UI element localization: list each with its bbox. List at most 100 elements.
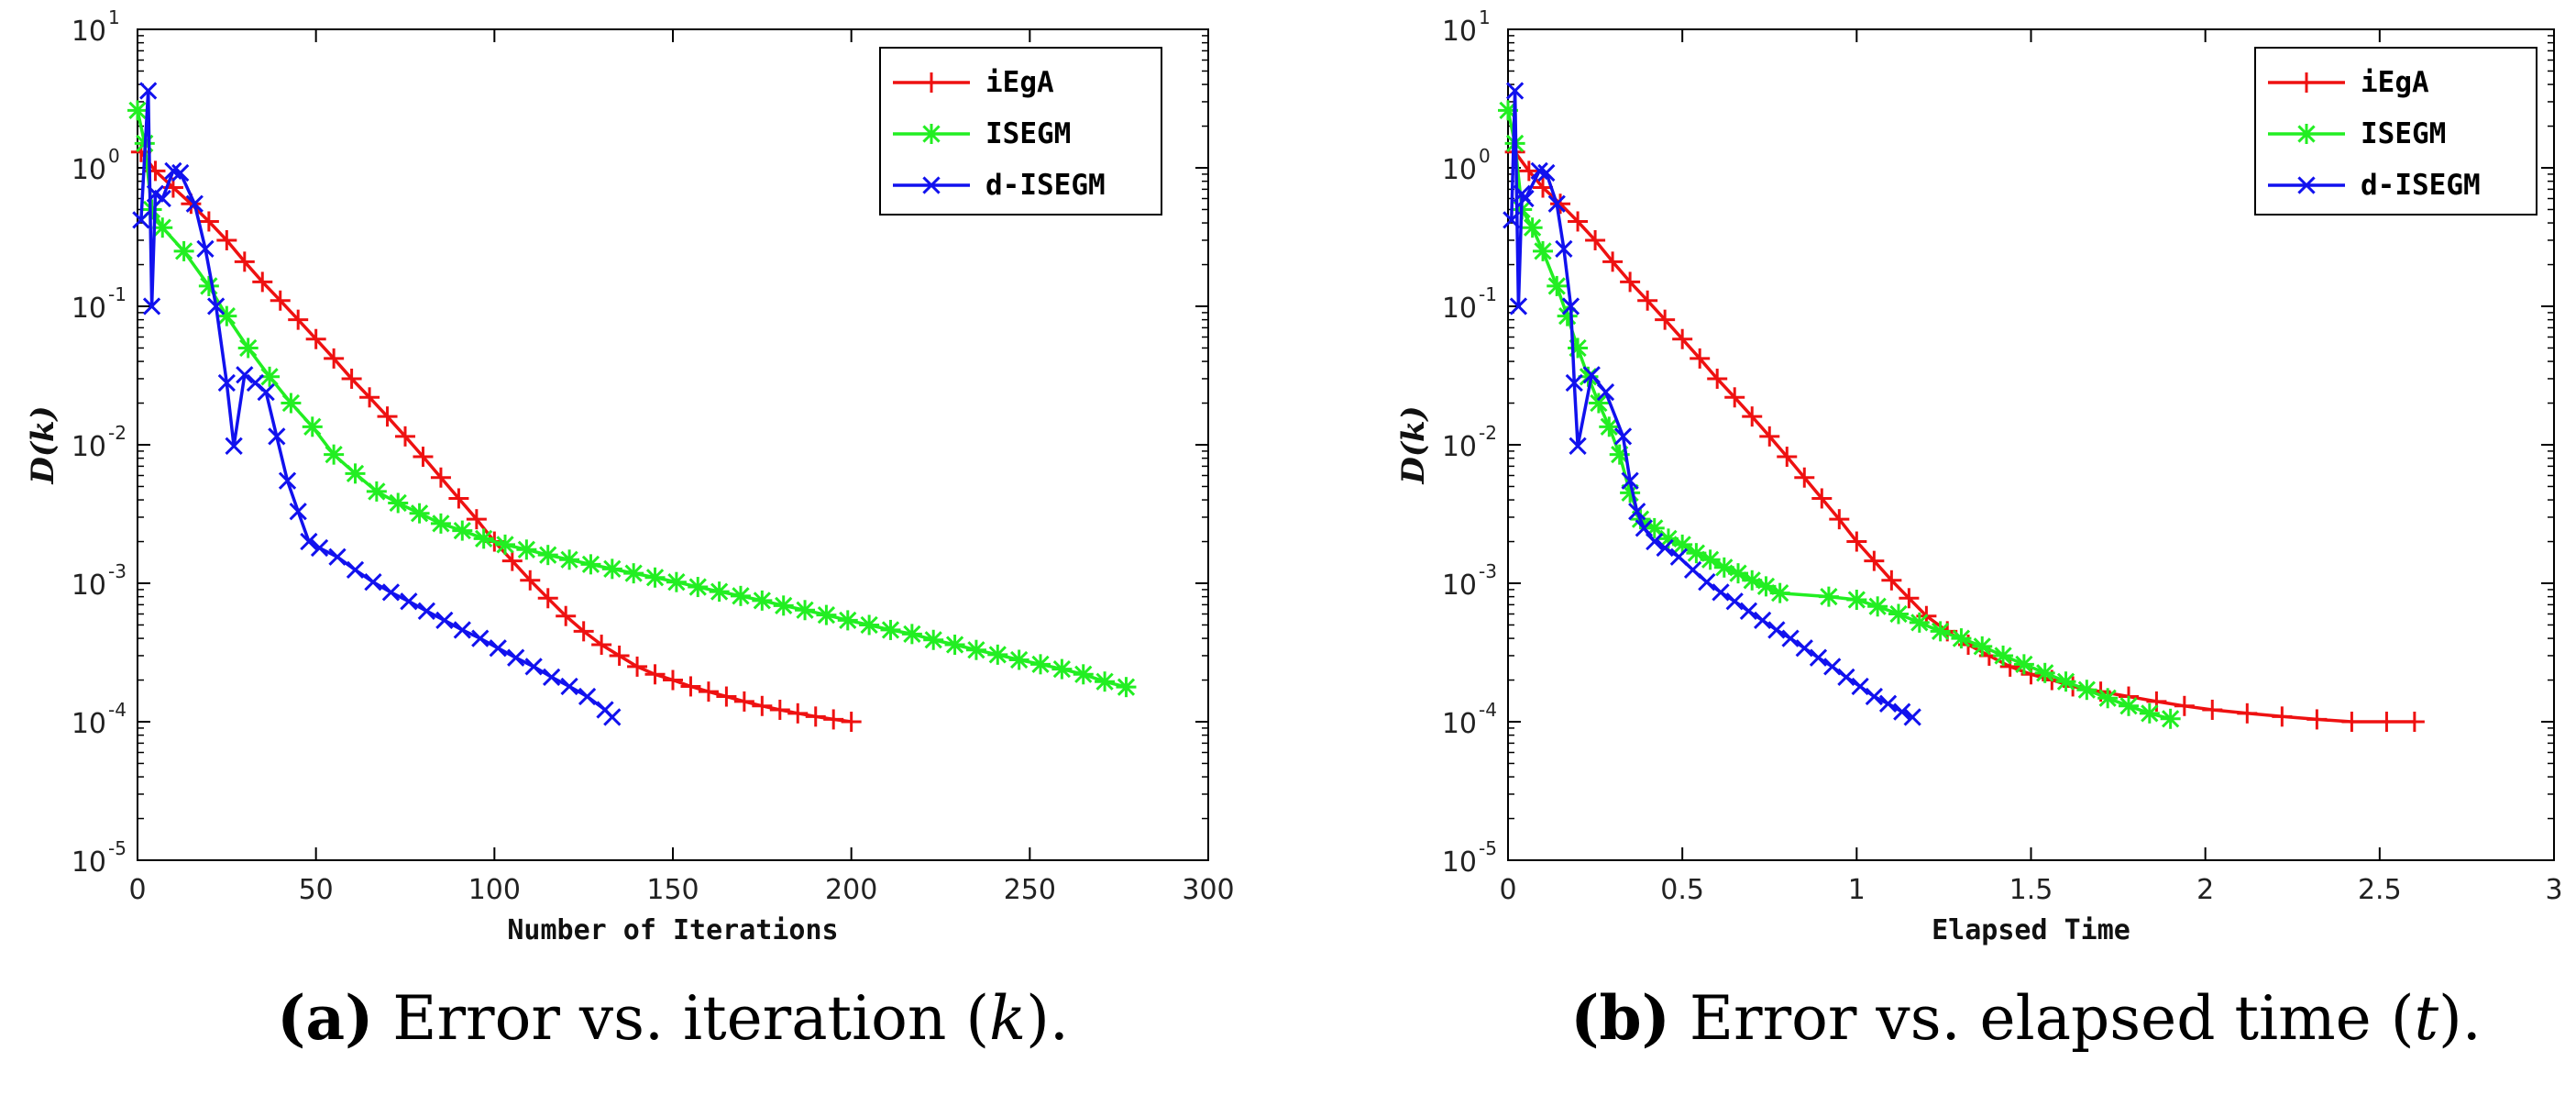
data-point-marker xyxy=(663,669,683,691)
caption-text: Error vs. iteration ( xyxy=(373,983,989,1054)
data-point-marker xyxy=(2341,712,2362,732)
data-point-marker xyxy=(2055,671,2076,692)
data-point-marker xyxy=(196,239,215,258)
legend-item-isegm: ISEGM xyxy=(893,117,1071,150)
legend-item-isegm: ISEGM xyxy=(2268,117,2446,150)
x-tick-label: 1.5 xyxy=(2009,874,2053,906)
data-point-marker xyxy=(859,614,880,636)
data-point-marker xyxy=(769,699,790,720)
data-point-marker xyxy=(1582,366,1601,384)
data-point-marker xyxy=(1864,550,1885,571)
data-point-marker xyxy=(1756,576,1777,597)
data-point-marker xyxy=(2139,702,2160,724)
data-point-marker xyxy=(225,437,243,455)
data-point-marker xyxy=(466,509,487,530)
data-point-marker xyxy=(288,309,309,330)
x-tick-label: 0 xyxy=(128,874,146,906)
caption-tag: (a) xyxy=(277,982,373,1054)
data-point-marker xyxy=(698,681,719,702)
data-point-marker xyxy=(400,592,418,611)
y-tick-label: 10 xyxy=(72,154,106,186)
data-point-marker xyxy=(1008,649,1029,670)
data-point-marker xyxy=(1550,194,1571,215)
data-point-marker xyxy=(302,416,323,437)
data-point-marker xyxy=(2097,688,2119,709)
y-tick-exponent: 1 xyxy=(1479,6,1491,28)
data-point-marker xyxy=(257,382,275,402)
data-point-marker xyxy=(1537,163,1556,182)
data-point-marker xyxy=(185,194,204,213)
legend-item-d-isegm: d-ISEGM xyxy=(2268,169,2481,202)
data-point-marker xyxy=(1881,570,1902,591)
data-point-marker xyxy=(524,658,543,676)
data-point-marker xyxy=(452,520,473,541)
y-tick-label: 10 xyxy=(1442,154,1477,186)
data-point-marker xyxy=(216,229,237,250)
data-point-marker xyxy=(278,471,297,490)
data-point-marker xyxy=(507,648,525,667)
data-point-marker xyxy=(1503,211,1521,229)
data-point-marker xyxy=(1829,509,1850,530)
data-point-marker xyxy=(289,503,307,521)
data-point-marker xyxy=(1767,621,1786,639)
data-point-marker xyxy=(1712,583,1730,602)
data-point-marker xyxy=(921,72,941,93)
series-d-isegm xyxy=(1503,82,1921,726)
data-point-marker xyxy=(1637,290,1658,311)
data-point-marker xyxy=(603,708,622,726)
data-point-marker xyxy=(1930,621,1951,642)
data-point-marker xyxy=(520,570,541,591)
data-point-marker xyxy=(328,547,347,566)
data-point-marker xyxy=(1596,382,1615,402)
data-point-marker xyxy=(1672,328,1693,349)
data-point-marker xyxy=(1777,447,1798,468)
data-point-marker xyxy=(559,549,580,570)
data-point-marker xyxy=(1759,426,1780,447)
data-point-marker xyxy=(252,271,273,293)
series-iega xyxy=(1504,141,2425,732)
x-tick-label: 0.5 xyxy=(1660,874,1704,906)
y-tick-label: 10 xyxy=(1442,570,1477,602)
series-isegm xyxy=(1498,100,2181,729)
data-point-marker xyxy=(2272,706,2293,727)
data-point-marker xyxy=(1867,596,1888,617)
data-point-marker xyxy=(1555,239,1573,258)
legend-label: iEgA xyxy=(985,66,1054,99)
data-point-marker xyxy=(1846,531,1867,552)
legend-label: d-ISEGM xyxy=(985,169,1106,202)
data-point-marker xyxy=(1585,229,1606,250)
data-point-marker xyxy=(473,528,494,549)
data-point-marker xyxy=(1095,671,1116,692)
x-tick-label: 1 xyxy=(1848,874,1866,906)
data-point-marker xyxy=(730,585,751,606)
data-point-marker xyxy=(1051,658,1073,680)
data-point-marker xyxy=(366,481,387,502)
data-point-marker xyxy=(1742,406,1763,427)
y-tick-exponent: -4 xyxy=(1479,699,1497,721)
data-point-marker xyxy=(364,573,382,592)
x-tick-label: 200 xyxy=(825,874,877,906)
data-point-marker xyxy=(2202,699,2223,720)
caption-end: ). xyxy=(1026,983,1069,1054)
y-tick-exponent: -1 xyxy=(1479,283,1497,305)
data-point-marker xyxy=(198,211,219,232)
data-point-marker xyxy=(217,373,236,393)
x-axis-label: Elapsed Time xyxy=(1932,914,2130,946)
y-tick-label: 10 xyxy=(72,708,106,740)
data-point-marker xyxy=(1851,677,1869,696)
data-point-marker xyxy=(573,621,594,642)
data-point-marker xyxy=(1769,582,1790,603)
data-point-marker xyxy=(173,240,194,261)
data-point-marker xyxy=(2013,654,2034,675)
data-point-marker xyxy=(880,619,901,640)
data-point-marker xyxy=(1073,664,1094,685)
data-point-marker xyxy=(1724,387,1745,408)
data-point-marker xyxy=(207,297,226,315)
legend-label: ISEGM xyxy=(2361,117,2446,150)
data-point-marker xyxy=(1865,687,1883,706)
data-point-marker xyxy=(2404,712,2425,732)
data-point-marker xyxy=(2376,712,2397,732)
legend: iEgA ISEGM d-ISEGM xyxy=(2254,47,2537,216)
